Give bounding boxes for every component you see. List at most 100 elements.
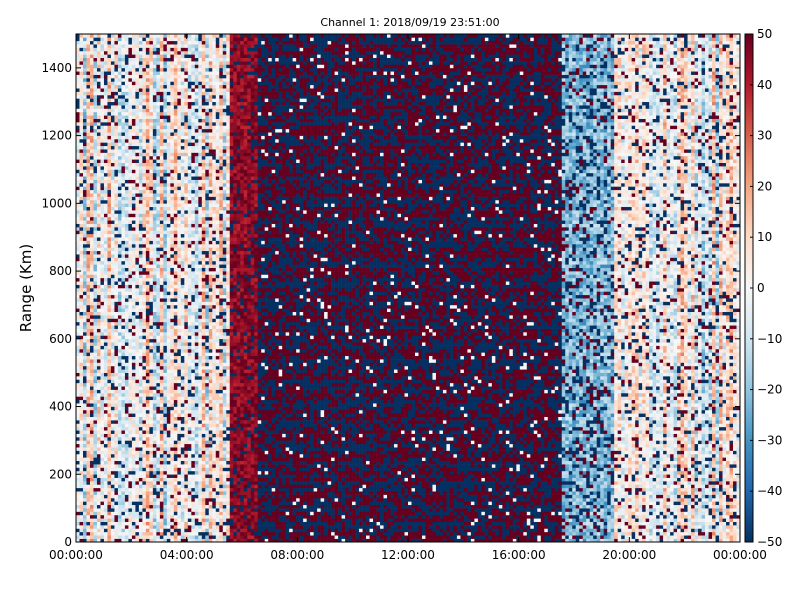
heatmap-cell	[128, 155, 133, 160]
heatmap-cell	[110, 430, 115, 434]
heatmap-cell	[152, 440, 157, 445]
heatmap-cell	[128, 399, 133, 404]
heatmap-cell	[96, 372, 101, 377]
heatmap-cell	[103, 481, 108, 485]
heatmap-cell	[142, 528, 147, 533]
heatmap-cell	[114, 386, 119, 390]
heatmap-cell	[89, 386, 94, 390]
heatmap-cell	[124, 284, 129, 289]
heatmap-cell	[135, 94, 140, 99]
heatmap-cell	[187, 426, 192, 431]
heatmap-cell	[128, 281, 133, 285]
heatmap-cell	[128, 497, 133, 502]
heatmap-cell	[86, 264, 91, 268]
heatmap-cell	[180, 338, 185, 343]
heatmap-cell	[110, 281, 115, 285]
heatmap-cell	[163, 74, 168, 79]
heatmap-cell	[100, 44, 105, 48]
heatmap-cell	[142, 416, 147, 421]
heatmap-cell	[117, 189, 122, 194]
heatmap-cell	[89, 335, 94, 340]
heatmap-cell	[180, 437, 185, 441]
heatmap-cell	[170, 288, 175, 292]
heatmap-cell	[156, 514, 161, 519]
heatmap-cell	[128, 487, 133, 492]
heatmap-cell	[117, 521, 122, 526]
heatmap-cell	[159, 308, 164, 313]
heatmap-cell	[159, 372, 164, 377]
heatmap-cell	[135, 230, 140, 235]
heatmap-cell	[89, 128, 94, 133]
heatmap-cell	[135, 247, 140, 252]
heatmap-cell	[79, 335, 84, 340]
heatmap-cell	[149, 477, 154, 482]
heatmap-cell	[149, 288, 154, 292]
heatmap-cell	[128, 213, 133, 218]
heatmap-cell	[110, 304, 115, 309]
heatmap-cell	[152, 189, 157, 194]
heatmap-cell	[103, 416, 108, 421]
heatmap-cell	[131, 369, 136, 373]
heatmap-cell	[156, 392, 161, 397]
heatmap-cell	[177, 257, 182, 262]
heatmap-cell	[100, 365, 105, 370]
heatmap-cell	[82, 172, 87, 177]
heatmap-cell	[149, 538, 154, 542]
heatmap-cell	[187, 196, 192, 201]
heatmap-cell	[170, 98, 175, 103]
heatmap-cell	[156, 420, 161, 424]
heatmap-cell	[173, 159, 178, 163]
heatmap-cell	[79, 464, 84, 468]
heatmap-cell	[184, 325, 189, 329]
heatmap-cell	[79, 433, 84, 438]
heatmap-cell	[145, 227, 150, 231]
heatmap-cell	[110, 98, 115, 103]
heatmap-cell	[131, 470, 136, 475]
heatmap-cell	[149, 389, 154, 394]
heatmap-cell	[89, 264, 94, 268]
heatmap-cell	[128, 345, 133, 350]
heatmap-cell	[103, 420, 108, 424]
heatmap-cell	[93, 518, 98, 522]
heatmap-cell	[184, 301, 189, 306]
heatmap-cell	[103, 105, 108, 109]
heatmap-cell	[107, 67, 112, 72]
heatmap-cell	[86, 426, 91, 431]
heatmap-cell	[145, 311, 150, 316]
heatmap-cell	[76, 535, 80, 539]
heatmap-cell	[170, 64, 175, 69]
heatmap-cell	[93, 189, 98, 194]
heatmap-cell	[156, 230, 161, 235]
heatmap-cell	[114, 57, 119, 62]
heatmap-cell	[142, 135, 147, 140]
heatmap-cell	[96, 37, 101, 42]
heatmap-cell	[121, 162, 126, 167]
heatmap-cell	[135, 538, 140, 542]
heatmap-cell	[163, 508, 168, 512]
heatmap-cell	[152, 122, 157, 126]
heatmap-cell	[170, 142, 175, 147]
heatmap-cell	[180, 223, 185, 228]
heatmap-cell	[121, 50, 126, 55]
heatmap-cell	[93, 328, 98, 333]
heatmap-cell	[124, 487, 129, 492]
heatmap-cell	[170, 203, 175, 208]
heatmap-cell	[76, 325, 80, 329]
heatmap-cell	[145, 365, 150, 370]
heatmap-cell	[82, 453, 87, 458]
heatmap-cell	[159, 118, 164, 123]
heatmap-cell	[100, 514, 105, 519]
heatmap-cell	[103, 159, 108, 163]
heatmap-cell	[100, 84, 105, 89]
heatmap-cell	[159, 379, 164, 384]
heatmap-cell	[149, 298, 154, 302]
heatmap-cell	[184, 67, 189, 72]
heatmap-cell	[145, 193, 150, 197]
heatmap-cell	[163, 142, 168, 147]
heatmap-cell	[117, 57, 122, 62]
heatmap-cell	[138, 365, 143, 370]
heatmap-cell	[100, 67, 105, 72]
heatmap-cell	[159, 183, 164, 187]
heatmap-cell	[135, 71, 140, 75]
heatmap-cell	[107, 196, 112, 201]
